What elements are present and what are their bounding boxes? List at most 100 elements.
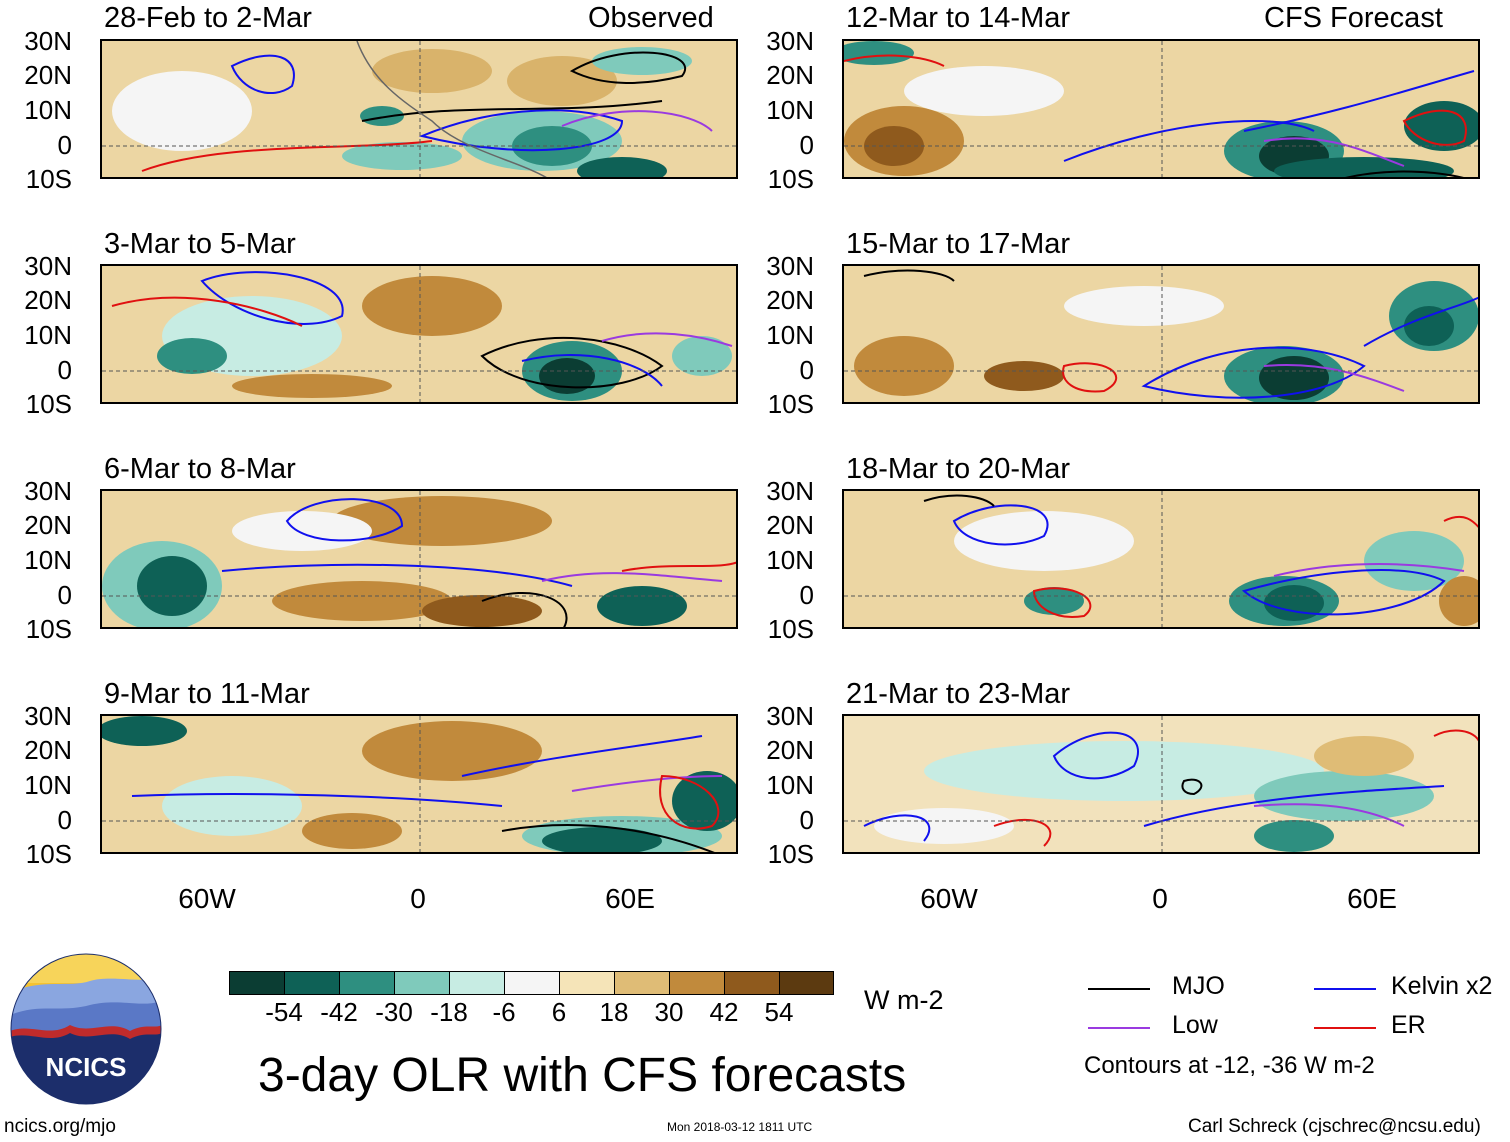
panel-title-7: 18-Mar to 20-Mar	[846, 453, 1071, 485]
lat-label: 30N	[766, 701, 814, 731]
colorbar	[229, 971, 834, 995]
lat-label: 0	[799, 580, 814, 610]
panel-title-5: 12-Mar to 14-Mar	[846, 2, 1071, 34]
lat-label: 30N	[24, 476, 72, 506]
lat-label: 20N	[24, 735, 72, 765]
panel-title-8: 21-Mar to 23-Mar	[846, 678, 1071, 710]
colorbar-tick: -54	[265, 997, 303, 1027]
lon-label-60w-right: 60W	[920, 883, 978, 914]
map-panel-3	[100, 489, 738, 629]
lat-label: 10S	[767, 614, 814, 644]
colorbar-cell	[285, 972, 340, 994]
lat-label: 10N	[766, 95, 814, 125]
lat-label: 10S	[767, 839, 814, 869]
panel-title-2: 3-Mar to 5-Mar	[104, 228, 296, 260]
lat-label: 0	[57, 805, 72, 835]
colorbar-cell	[725, 972, 780, 994]
lat-label: 0	[799, 805, 814, 835]
colorbar-tick: -18	[430, 997, 468, 1027]
legend-swatch-kelvin	[1314, 988, 1376, 990]
lat-label: 10S	[25, 839, 72, 869]
observed-label: Observed	[588, 2, 714, 34]
forecast-label: CFS Forecast	[1264, 2, 1443, 34]
lat-label: 10N	[24, 95, 72, 125]
lat-label: 10N	[766, 545, 814, 575]
colorbar-tick: 42	[709, 997, 739, 1027]
lat-label: 10N	[24, 320, 72, 350]
lat-label: 30N	[766, 476, 814, 506]
map-panel-1	[100, 39, 738, 179]
colorbar-cell	[560, 972, 615, 994]
lat-label: 20N	[766, 60, 814, 90]
lat-label: 20N	[766, 285, 814, 315]
lat-label: 10N	[24, 545, 72, 575]
colorbar-tick: -6	[492, 997, 516, 1027]
colorbar-tick: 6	[551, 997, 567, 1027]
lon-label-60e-right: 60E	[1347, 883, 1397, 914]
lat-label: 0	[799, 355, 814, 385]
lat-label: 10S	[25, 164, 72, 194]
lat-label: 20N	[24, 510, 72, 540]
lon-label-60w-left: 60W	[178, 883, 236, 914]
lat-label: 10S	[767, 164, 814, 194]
colorbar-cell	[230, 972, 285, 994]
legend-label-er: ER	[1391, 1011, 1426, 1039]
panel-title-6: 15-Mar to 17-Mar	[846, 228, 1071, 260]
lat-label: 10N	[766, 770, 814, 800]
map-panel-6	[842, 264, 1480, 404]
lat-label: 30N	[24, 26, 72, 56]
lat-label: 10N	[766, 320, 814, 350]
colorbar-units: W m-2	[864, 985, 944, 1015]
logo-text: NCICS	[46, 1052, 127, 1082]
lat-label: 0	[57, 130, 72, 160]
panel-title-3: 6-Mar to 8-Mar	[104, 453, 296, 485]
ncics-logo: NCICS	[10, 953, 162, 1105]
colorbar-cell	[450, 972, 505, 994]
colorbar-cell	[615, 972, 670, 994]
colorbar-tick: 18	[599, 997, 629, 1027]
legend-swatch-low	[1088, 1027, 1150, 1029]
footer-url[interactable]: ncics.org/mjo	[4, 1116, 116, 1137]
lat-label: 0	[799, 130, 814, 160]
colorbar-cell	[780, 972, 833, 994]
map-panel-8	[842, 714, 1480, 854]
lat-label: 20N	[24, 285, 72, 315]
legend-swatch-er	[1314, 1027, 1376, 1029]
colorbar-tick: 54	[764, 997, 794, 1027]
lon-label-60e-left: 60E	[605, 883, 655, 914]
colorbar-cell	[505, 972, 560, 994]
legend-label-mjo: MJO	[1172, 972, 1225, 1000]
colorbar-tick: -42	[320, 997, 358, 1027]
legend-label-low: Low	[1172, 1011, 1218, 1039]
lat-label: 30N	[24, 251, 72, 281]
lat-label: 0	[57, 355, 72, 385]
map-panel-4	[100, 714, 738, 854]
lon-label-0-right: 0	[1152, 883, 1168, 914]
colorbar-cell	[395, 972, 450, 994]
footer-credit: Carl Schreck (cjschrec@ncsu.edu)	[1188, 1116, 1481, 1137]
lat-label: 30N	[766, 251, 814, 281]
lat-label: 20N	[24, 60, 72, 90]
map-panel-5	[842, 39, 1480, 179]
colorbar-tick: -30	[375, 997, 413, 1027]
lat-label: 10S	[25, 389, 72, 419]
lat-label: 30N	[24, 701, 72, 731]
panel-title-1: 28-Feb to 2-Mar	[104, 2, 312, 34]
colorbar-tick: 30	[654, 997, 684, 1027]
lat-label: 20N	[766, 510, 814, 540]
lat-label: 10S	[767, 389, 814, 419]
lat-label: 30N	[766, 26, 814, 56]
legend-swatch-mjo	[1088, 988, 1150, 990]
main-title: 3-day OLR with CFS forecasts	[258, 1049, 907, 1102]
lat-label: 10N	[24, 770, 72, 800]
colorbar-cell	[670, 972, 725, 994]
legend-note: Contours at -12, -36 W m-2	[1084, 1052, 1375, 1079]
lat-label: 10S	[25, 614, 72, 644]
map-panel-7	[842, 489, 1480, 629]
lat-label: 20N	[766, 735, 814, 765]
colorbar-cell	[340, 972, 395, 994]
map-panel-2	[100, 264, 738, 404]
footer-timestamp: Mon 2018-03-12 1811 UTC	[667, 1120, 813, 1134]
legend-label-kelvin: Kelvin x2	[1391, 972, 1493, 1000]
panel-title-4: 9-Mar to 11-Mar	[104, 678, 310, 710]
